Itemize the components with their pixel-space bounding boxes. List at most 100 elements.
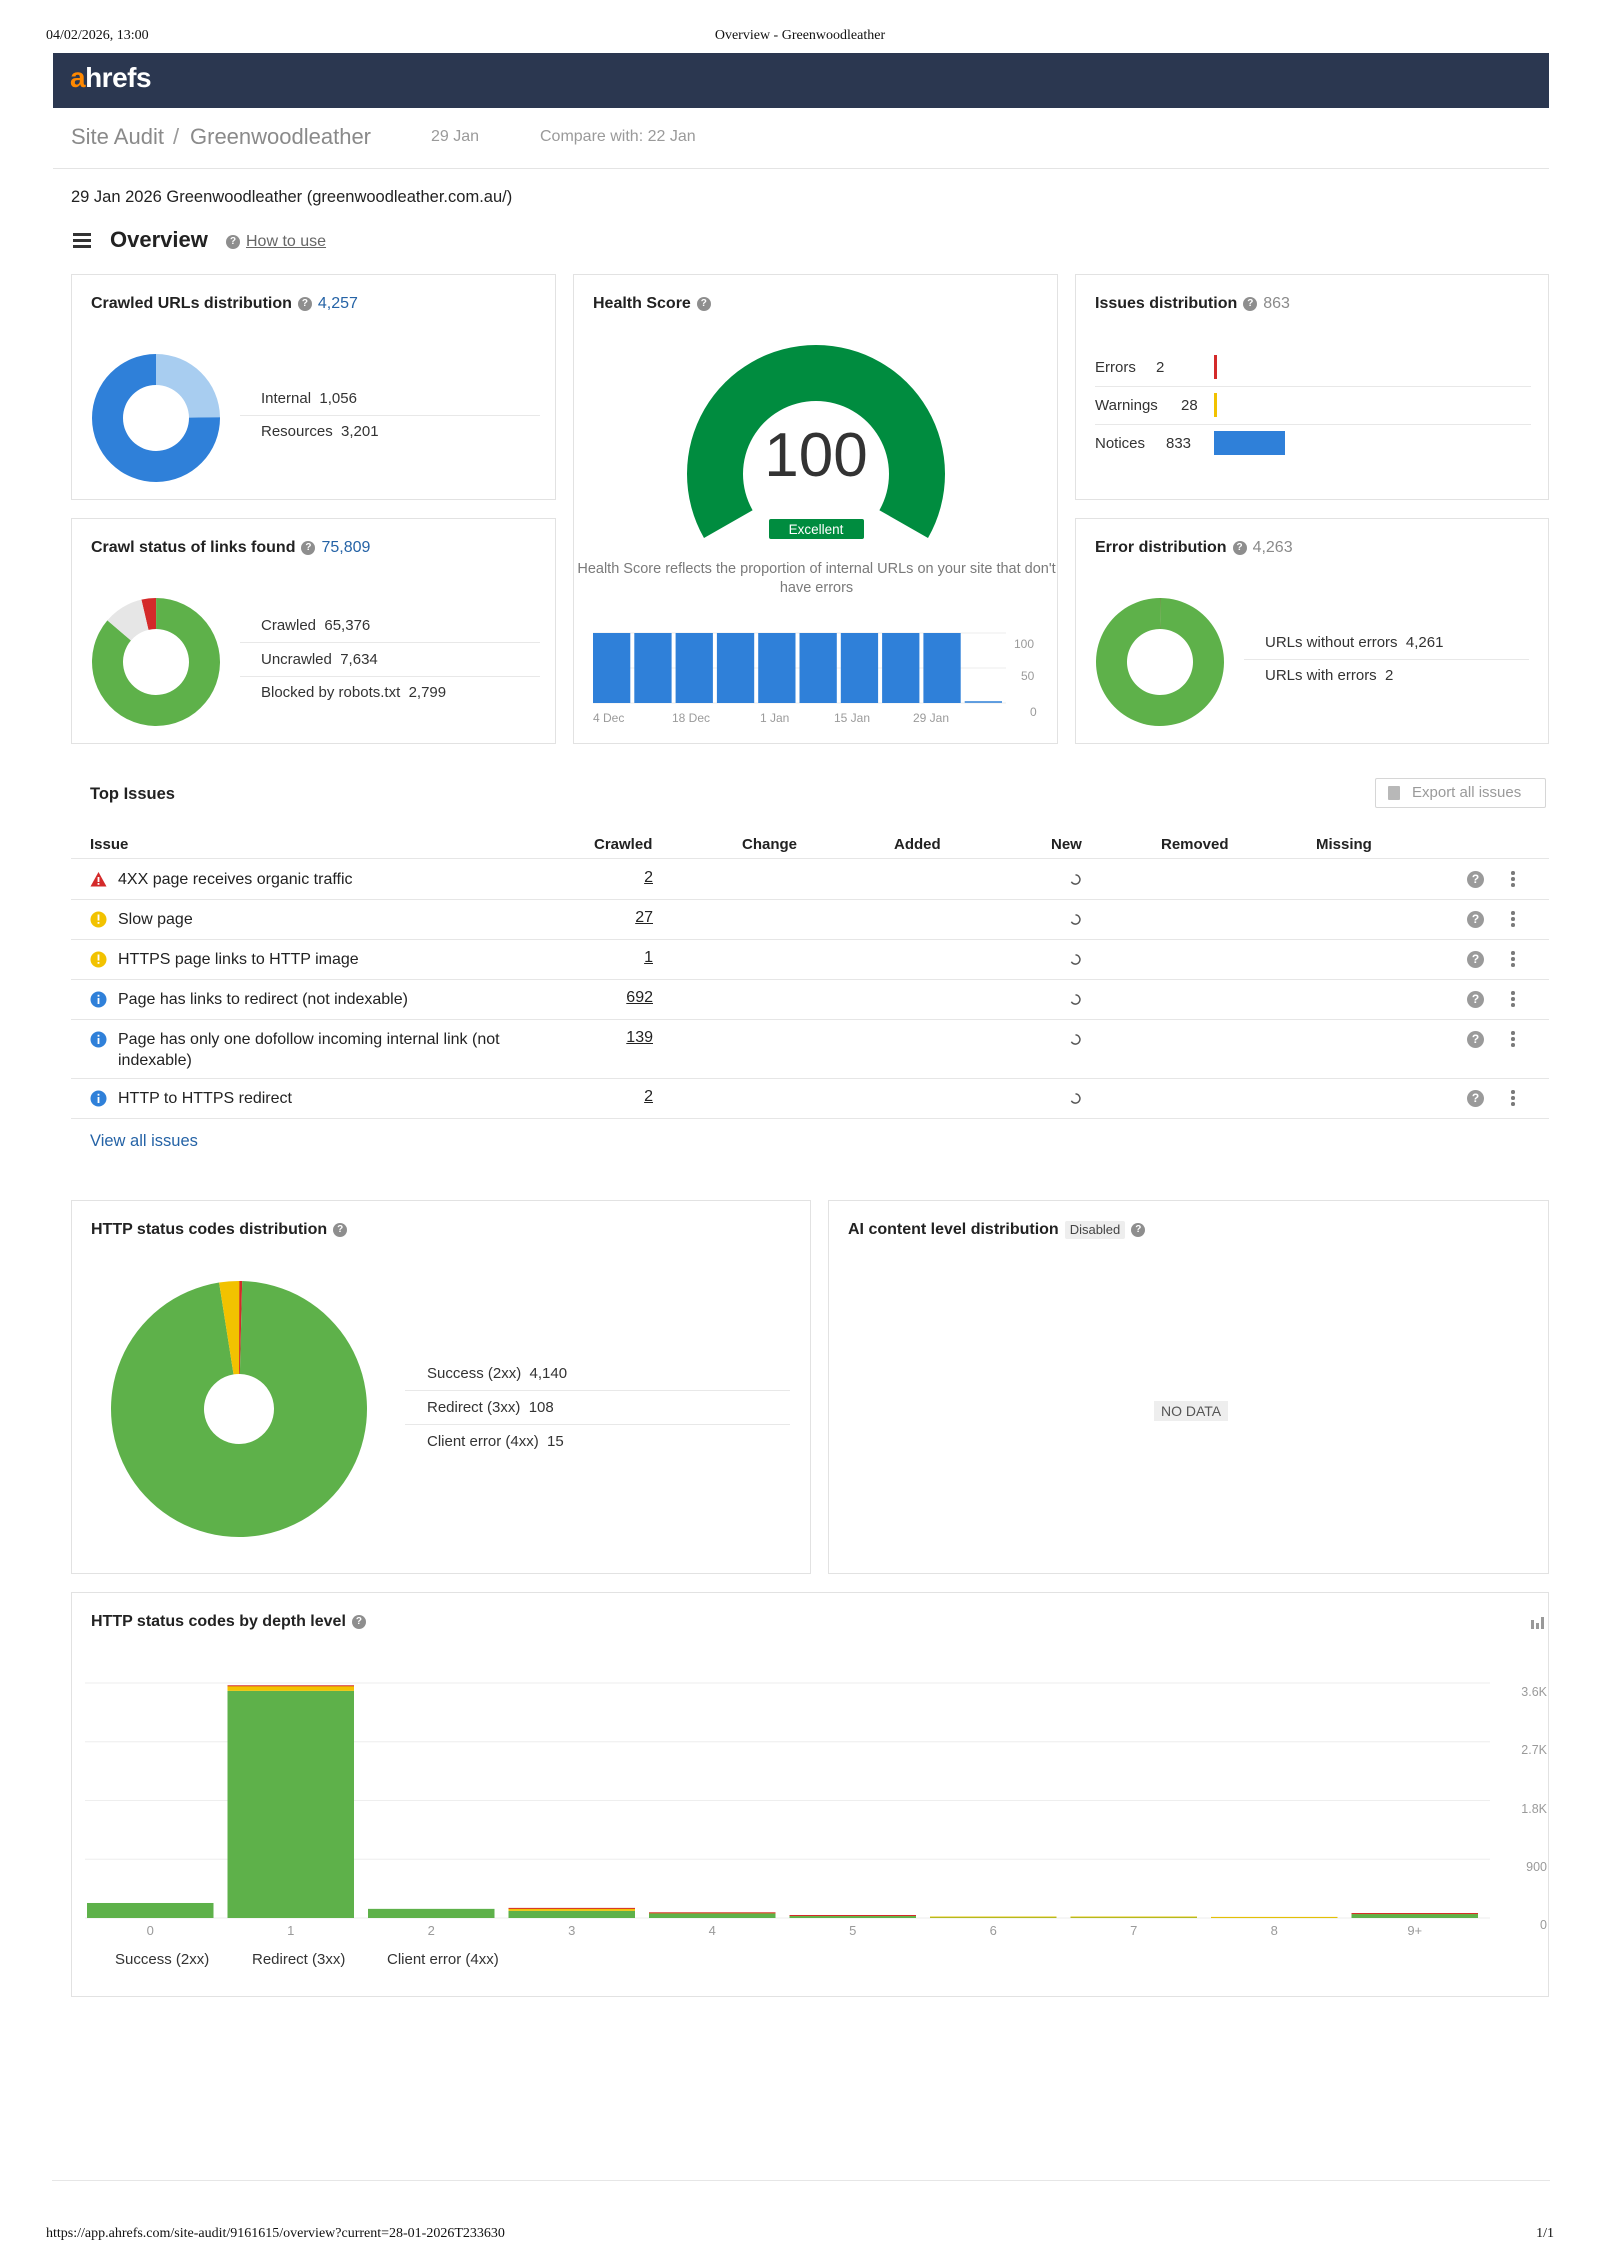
depth-bar-success bbox=[649, 1913, 776, 1918]
issue-crawled-count[interactable]: 139 bbox=[626, 1029, 653, 1046]
card-title: AI content level distribution bbox=[848, 1221, 1059, 1238]
crawl-date-selector[interactable]: 29 Jan bbox=[431, 128, 480, 145]
help-icon[interactable]: ? bbox=[301, 540, 316, 555]
health-score-description: Health Score reflects the proportion of … bbox=[577, 561, 1056, 596]
compare-with-selector[interactable]: Compare with: 22 Jan bbox=[540, 128, 696, 145]
issue-help-icon[interactable]: ? bbox=[1467, 951, 1484, 968]
issue-crawled-count[interactable]: 27 bbox=[635, 909, 653, 926]
http-status-card: HTTP status codes distribution? Success … bbox=[71, 1200, 811, 1574]
depth-xtick: 1 bbox=[287, 1923, 295, 1938]
col-crawled[interactable]: Crawled bbox=[594, 836, 653, 853]
donut-slice-uncrawled bbox=[107, 599, 149, 641]
info-icon bbox=[90, 1031, 107, 1048]
hs-ytick-0: 0 bbox=[1030, 705, 1037, 719]
depth-bar-redirect bbox=[508, 1908, 635, 1911]
help-icon[interactable]: ? bbox=[1232, 540, 1247, 555]
more-options-icon[interactable] bbox=[1511, 991, 1515, 1007]
crawl-status-total[interactable]: 75,809 bbox=[321, 539, 371, 556]
card-title: Crawled URLs distribution bbox=[91, 295, 292, 312]
more-options-icon[interactable] bbox=[1511, 951, 1515, 967]
more-options-icon[interactable] bbox=[1511, 911, 1515, 927]
chart-type-icon[interactable] bbox=[1530, 1615, 1546, 1629]
help-icon[interactable]: ? bbox=[351, 1614, 366, 1629]
depth-bar-success bbox=[508, 1910, 635, 1918]
ahrefs-logo[interactable]: ahrefs bbox=[70, 62, 152, 93]
col-added[interactable]: Added bbox=[894, 836, 941, 853]
more-options-icon[interactable] bbox=[1511, 871, 1515, 887]
health-badge bbox=[769, 519, 864, 539]
issue-name[interactable]: Page has only one dofollow incoming inte… bbox=[118, 1031, 500, 1069]
hs-xtick: 15 Jan bbox=[834, 711, 871, 725]
depth-bar-chart bbox=[85, 1682, 1490, 1919]
crawled-total[interactable]: 4,257 bbox=[317, 295, 358, 312]
issue-crawled-count[interactable]: 692 bbox=[626, 989, 653, 1006]
issue-help-icon[interactable]: ? bbox=[1467, 871, 1484, 888]
issue-name[interactable]: HTTPS page links to HTTP image bbox=[118, 951, 359, 968]
more-options-icon[interactable] bbox=[1511, 1031, 1515, 1047]
help-icon[interactable]: ? bbox=[297, 296, 312, 311]
legend-client-error: Client error (4xx) 15 bbox=[427, 1433, 564, 1450]
card-title: Error distribution bbox=[1095, 539, 1227, 556]
depth-legend-success[interactable]: Success (2xx) bbox=[115, 1951, 210, 1968]
donut-slice-crawled bbox=[91, 598, 220, 726]
depth-bar-client bbox=[649, 1912, 776, 1914]
depth-xtick: 5 bbox=[849, 1923, 857, 1938]
issues-notices-value[interactable]: 833 bbox=[1166, 435, 1192, 452]
breadcrumb-project[interactable]: Greenwoodleather bbox=[190, 124, 372, 149]
no-data-label: NO DATA bbox=[1154, 1401, 1229, 1421]
more-options-icon[interactable] bbox=[1511, 1090, 1515, 1106]
issue-help-icon[interactable]: ? bbox=[1467, 1031, 1484, 1048]
hamburger-menu-icon[interactable] bbox=[73, 233, 91, 249]
depth-ytick: 900 bbox=[1526, 1860, 1547, 1874]
issue-name[interactable]: HTTP to HTTPS redirect bbox=[118, 1090, 292, 1107]
issue-help-icon[interactable]: ? bbox=[1467, 911, 1484, 928]
legend-internal: Internal 1,056 bbox=[261, 390, 357, 407]
health-gauge bbox=[687, 345, 945, 539]
how-to-use-link[interactable]: ? How to use bbox=[226, 233, 326, 251]
crawl-status-card: Crawl status of links found? 75,809 Crawl… bbox=[71, 518, 556, 744]
issue-help-icon[interactable]: ? bbox=[1467, 991, 1484, 1008]
issue-crawled-count[interactable]: 2 bbox=[644, 1088, 653, 1105]
view-all-issues-link[interactable]: View all issues bbox=[90, 1132, 198, 1150]
loading-spinner-icon bbox=[1070, 874, 1081, 885]
issues-bar-errors bbox=[1214, 355, 1217, 379]
ai-content-card: AI content level distribution Disabled? N… bbox=[828, 1200, 1549, 1574]
hs-ytick-100: 100 bbox=[1014, 637, 1035, 651]
help-icon[interactable]: ? bbox=[696, 296, 711, 311]
issue-name[interactable]: Page has links to redirect (not indexabl… bbox=[118, 991, 408, 1008]
issue-crawled-count[interactable]: 2 bbox=[644, 869, 653, 886]
issue-name[interactable]: Slow page bbox=[118, 911, 193, 928]
export-all-issues-button[interactable]: Export all issues bbox=[1375, 778, 1546, 808]
card-title: HTTP status codes distribution bbox=[91, 1221, 328, 1238]
issue-name[interactable]: 4XX page receives organic traffic bbox=[118, 871, 353, 888]
issue-help-icon[interactable]: ? bbox=[1467, 1090, 1484, 1107]
loading-spinner-icon bbox=[1070, 914, 1081, 925]
col-removed[interactable]: Removed bbox=[1161, 836, 1229, 853]
depth-xtick: 4 bbox=[708, 1923, 716, 1938]
col-issue[interactable]: Issue bbox=[90, 836, 129, 853]
issues-bar-warnings bbox=[1214, 393, 1217, 417]
depth-legend-client-error[interactable]: Client error (4xx) bbox=[387, 1951, 499, 1968]
col-new[interactable]: New bbox=[1051, 836, 1082, 853]
help-icon[interactable]: ? bbox=[333, 1222, 348, 1237]
breadcrumb-site-audit[interactable]: Site Audit bbox=[71, 124, 164, 149]
export-icon bbox=[1388, 786, 1400, 800]
col-missing[interactable]: Missing bbox=[1316, 836, 1372, 853]
issues-errors-value[interactable]: 2 bbox=[1156, 359, 1165, 376]
depth-xtick: 3 bbox=[568, 1923, 576, 1938]
issues-distribution-card: Issues distribution? 863 Errors 2 Warning… bbox=[1075, 274, 1549, 500]
depth-bar-success bbox=[1351, 1913, 1478, 1918]
issue-crawled-count[interactable]: 1 bbox=[644, 949, 653, 966]
col-change[interactable]: Change bbox=[742, 836, 798, 853]
help-icon[interactable]: ? bbox=[1131, 1222, 1146, 1237]
info-icon bbox=[90, 1090, 107, 1107]
error-total: 4,263 bbox=[1252, 539, 1293, 556]
issues-warnings-value[interactable]: 28 bbox=[1181, 397, 1198, 414]
issues-total: 863 bbox=[1263, 295, 1290, 312]
hs-bar bbox=[882, 633, 920, 703]
help-icon[interactable]: ? bbox=[1243, 296, 1258, 311]
error-distribution-card: Error distribution? 4,263 URLs without er… bbox=[1075, 518, 1549, 744]
depth-legend-redirect[interactable]: Redirect (3xx) bbox=[252, 1951, 346, 1968]
depth-bar-client bbox=[508, 1907, 635, 1909]
donut-slice-resources bbox=[92, 354, 220, 482]
